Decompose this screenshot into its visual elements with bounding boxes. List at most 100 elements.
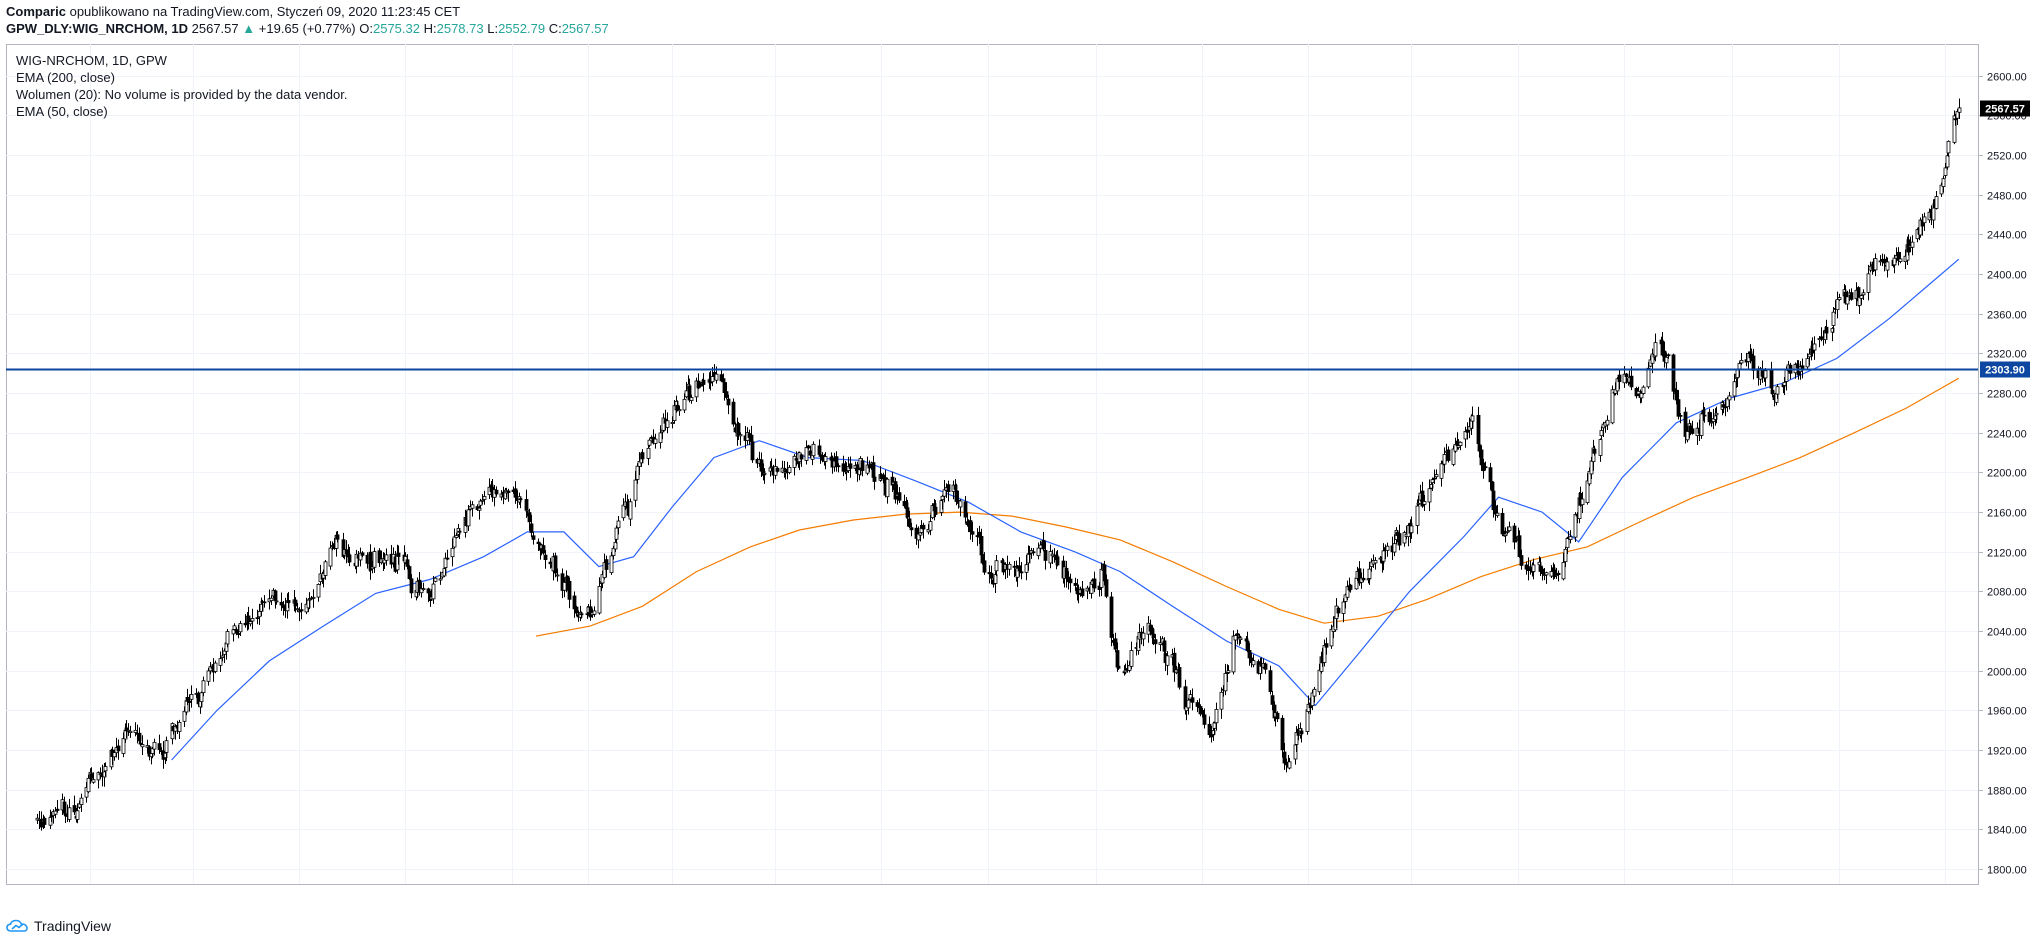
y-tick-label: 2240.00 [1987, 429, 2027, 441]
y-tick-label: 2160.00 [1987, 508, 2027, 520]
candle-body [604, 559, 609, 570]
candle-body [454, 535, 459, 538]
candle-body [445, 557, 450, 560]
candle-body [609, 555, 614, 574]
candle-body [1943, 167, 1948, 176]
horizontal-line-layer[interactable]: 2303.90 [6, 361, 2030, 378]
candle-body [1235, 633, 1240, 636]
candle-body [213, 662, 218, 672]
candle-body [1617, 374, 1622, 383]
candle-body [860, 460, 865, 471]
price-change: +19.65 (+0.77%) [258, 21, 356, 36]
legend-ema200[interactable]: EMA (200, close) [16, 70, 115, 85]
candle-body [682, 398, 687, 411]
candle-body [536, 541, 541, 545]
candle-body [1456, 445, 1461, 448]
y-tick-label: 1840.00 [1987, 825, 2027, 837]
candle-body [218, 658, 223, 666]
publish-info: Comparic opublikowano na TradingView.com… [6, 4, 460, 20]
candle-body [1345, 586, 1350, 598]
candle-body [1678, 414, 1683, 417]
candle-body [1517, 535, 1522, 557]
candle-body [1505, 530, 1510, 533]
candle-body [531, 535, 536, 540]
candle-body [236, 633, 241, 635]
price-axis[interactable]: 1800.00 1840.00 1880.00 1920.00 1960.00 2000.… [1978, 44, 2030, 884]
candle-body [1664, 356, 1669, 364]
candle-body [989, 572, 994, 579]
y-tick-label: 2200.00 [1987, 468, 2027, 480]
open-label: O: [359, 21, 373, 36]
candle-body [1580, 498, 1585, 506]
tradingview-brand[interactable]: TradingView [6, 918, 111, 934]
candle-body [1007, 563, 1012, 570]
candle-body [905, 507, 910, 518]
candle-body [726, 398, 731, 406]
candle-body [407, 566, 412, 580]
ema-200-line [535, 377, 1960, 637]
legend-symbol[interactable]: WIG-NRCHOM, 1D, GPW [16, 53, 167, 68]
candle-body [775, 467, 780, 472]
candle-body [1479, 449, 1484, 466]
candle-body [1488, 467, 1493, 483]
candle-body [248, 621, 253, 625]
candle-body [1483, 466, 1488, 469]
candle-body [1017, 565, 1022, 572]
grid [6, 44, 1978, 884]
candle-body [360, 552, 365, 556]
candle-body [246, 615, 251, 623]
candle-body [1099, 568, 1104, 588]
candle-body [431, 583, 436, 600]
candle-body [262, 601, 267, 604]
y-tick-label: 2120.00 [1987, 548, 2027, 560]
last-price: 2567.57 [191, 21, 239, 36]
candle-body [1592, 448, 1597, 454]
candle-body [232, 625, 237, 630]
candle-body [1048, 551, 1053, 564]
candle-body [433, 577, 438, 582]
candle-body [872, 476, 877, 482]
y-tick-label: 2600.00 [1987, 72, 2027, 84]
candle-body [677, 409, 682, 412]
legend-ema50[interactable]: EMA (50, close) [16, 104, 108, 119]
candle-body [1064, 567, 1069, 579]
legend-volume[interactable]: Wolumen (20): No volume is provided by t… [16, 87, 348, 102]
candle-body [234, 629, 239, 634]
candles[interactable] [35, 98, 1962, 831]
tradingview-cloud-icon [6, 919, 28, 932]
candle-body [1186, 699, 1191, 709]
candle-body [555, 574, 560, 577]
candle-body [1666, 354, 1671, 357]
y-tick-label: 2040.00 [1987, 627, 2027, 639]
candle-body [684, 390, 689, 398]
candle-body [1885, 261, 1890, 271]
candle-body [672, 405, 677, 421]
chart-frame[interactable]: 2303.90 1800.00 1840.00 1880.00 1920.00 1960… [6, 44, 2041, 905]
candle-body [286, 600, 291, 604]
candle-body [736, 423, 741, 436]
candle-body [597, 586, 602, 614]
hline-price-tag [1980, 361, 2030, 378]
candle-body [529, 523, 534, 533]
symbol-name[interactable]: GPW_DLY:WIG_NRCHOM, 1D [6, 21, 189, 36]
candle-body [295, 608, 300, 611]
candle-body [1629, 375, 1634, 388]
candle-body [157, 743, 162, 750]
candle-body [482, 496, 487, 500]
y-tick-label: 2080.00 [1987, 587, 2027, 599]
candle-body [344, 549, 349, 555]
candle-body [588, 606, 593, 618]
candle-body [621, 504, 626, 519]
author-name[interactable]: Comparic [6, 4, 66, 19]
candle-body [1636, 390, 1641, 395]
candle-body [53, 810, 58, 815]
candle-body [1263, 663, 1268, 670]
candle-body [55, 808, 60, 811]
candle-body [438, 578, 443, 581]
candle-body [405, 559, 410, 567]
candle-body [506, 490, 511, 493]
price-chart[interactable]: 2303.90 1800.00 1840.00 1880.00 1920.00 1960… [6, 44, 2041, 905]
candle-body [274, 600, 279, 603]
candle-body [1941, 178, 1946, 187]
candle-body [1116, 665, 1121, 669]
